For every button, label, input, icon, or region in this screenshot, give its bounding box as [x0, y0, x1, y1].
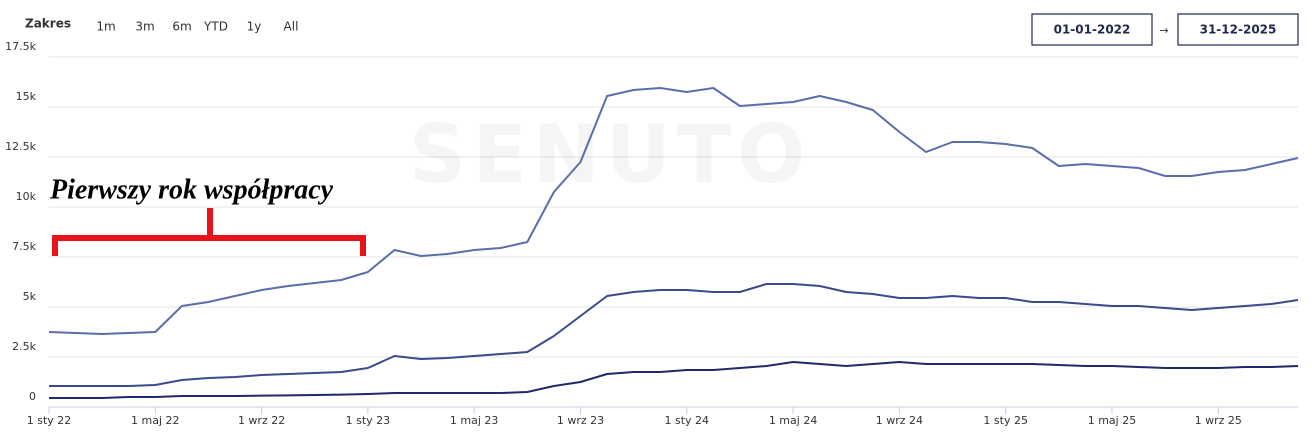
- date-separator: →: [1159, 24, 1168, 37]
- y-tick-label: 2.5k: [12, 340, 36, 353]
- y-tick-label: 5k: [23, 290, 37, 303]
- x-tick-label: 1 wrz 24: [876, 414, 923, 427]
- y-tick-label: 15k: [16, 90, 37, 103]
- date-from[interactable]: 01-01-2022: [1054, 23, 1131, 37]
- series-line: [48, 87, 1299, 335]
- x-tick-label: 1 wrz 23: [557, 414, 604, 427]
- date-to[interactable]: 31-12-2025: [1200, 23, 1277, 37]
- x-tick-label: 1 maj 22: [131, 414, 180, 427]
- y-tick-label: 10k: [16, 190, 37, 203]
- range-button[interactable]: 1y: [247, 20, 262, 34]
- x-tick-label: 1 wrz 22: [238, 414, 285, 427]
- range-buttons: 1m 3m 6m YTD 1y All: [96, 20, 298, 34]
- x-tick-label: 1 sty 22: [27, 414, 72, 427]
- x-tick-label: 1 sty 23: [346, 414, 391, 427]
- date-from-box[interactable]: [1031, 13, 1153, 46]
- x-tick-label: 1 wrz 25: [1195, 414, 1242, 427]
- grid: 0 2.5k 5k 7.5k 10k 12.5k 15k 17.5k 1 sty 22 1 maj…: [5, 40, 1298, 427]
- range-label: Zakres: [25, 17, 71, 31]
- x-tick-label: 1 maj 23: [450, 414, 499, 427]
- y-tick-label: 12.5k: [5, 140, 36, 153]
- range-button[interactable]: 6m: [172, 20, 191, 34]
- series-line: [49, 283, 1299, 387]
- annotation-bracket: [52, 208, 366, 256]
- lines: [48, 87, 1299, 399]
- watermark: SENUTO: [409, 108, 812, 201]
- annotation: Pierwszy rok współpracy: [49, 174, 334, 205]
- range-button[interactable]: 3m: [135, 20, 154, 34]
- y-tick-label: 17.5k: [5, 40, 36, 53]
- range-button[interactable]: YTD: [203, 20, 228, 34]
- range-button[interactable]: All: [284, 20, 299, 34]
- x-tick-label: 1 maj 24: [769, 414, 818, 427]
- series-line: [49, 361, 1299, 399]
- x-tick-label: 1 maj 25: [1088, 414, 1137, 427]
- y-tick-label: 0: [29, 390, 36, 403]
- x-tick-label: 1 sty 24: [665, 414, 710, 427]
- x-tick-label: 1 sty 25: [983, 414, 1028, 427]
- range-button[interactable]: 1m: [96, 20, 115, 34]
- date-to-box[interactable]: [1177, 13, 1299, 46]
- y-tick-label: 7.5k: [12, 240, 36, 253]
